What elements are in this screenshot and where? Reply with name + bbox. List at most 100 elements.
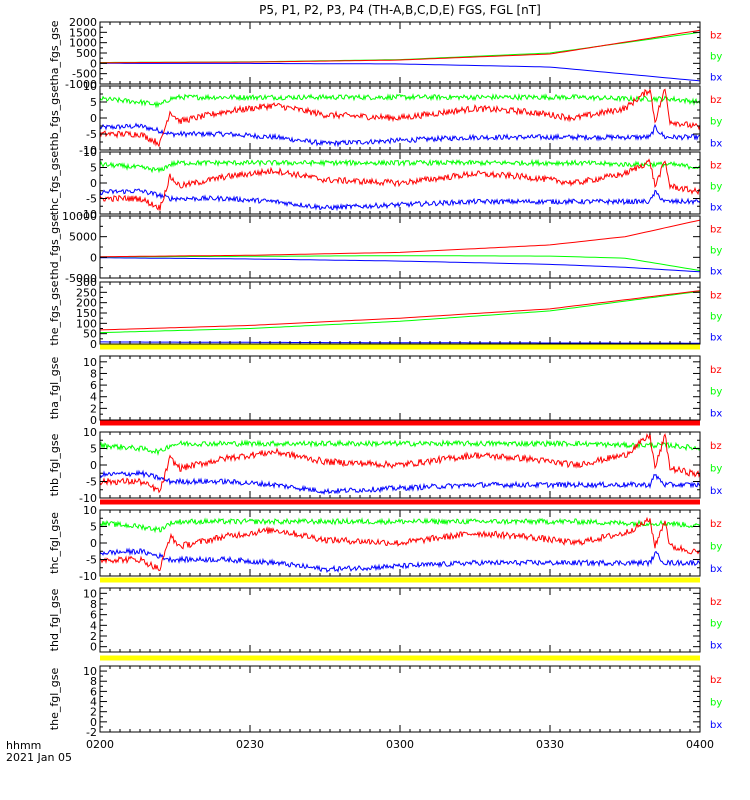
y-tick-label: 100 bbox=[76, 317, 97, 330]
legend-bz: bz bbox=[710, 519, 722, 530]
y-tick-label: -5 bbox=[86, 554, 97, 567]
series-line-by bbox=[99, 517, 701, 534]
series-line-bx bbox=[99, 122, 701, 148]
legend-by: by bbox=[710, 311, 722, 322]
y-tick-label: 5000 bbox=[69, 231, 97, 244]
y-axis-label: thb_fgl_gse bbox=[48, 433, 61, 496]
legend-by: by bbox=[710, 245, 722, 256]
legend-by: by bbox=[710, 181, 722, 192]
series-line-by bbox=[100, 255, 701, 272]
legend-bz: bz bbox=[710, 441, 722, 452]
y-tick-label: 10 bbox=[83, 426, 97, 439]
series-line-bz bbox=[99, 158, 701, 211]
y-tick-label: -1000 bbox=[65, 78, 97, 91]
series-line-by bbox=[99, 158, 701, 174]
legend-by: by bbox=[710, 117, 722, 128]
series-line-bx bbox=[99, 188, 701, 212]
series-line-bx bbox=[99, 547, 701, 574]
y-tick-label: -10 bbox=[79, 144, 97, 157]
panel-thb_fgl_gse: -10 -5 0 5 10 thb_fgl_gse bz by bx bbox=[48, 426, 722, 505]
legend-bz: bz bbox=[710, 30, 722, 41]
y-tick-label: 8 bbox=[90, 675, 97, 688]
panel-frame bbox=[99, 587, 701, 653]
y-tick-label: -10 bbox=[79, 570, 97, 583]
y-tick-label: 300 bbox=[76, 276, 97, 289]
y-tick-label: -500 bbox=[72, 68, 97, 81]
y-tick-label: 10 bbox=[83, 587, 97, 600]
y-tick-label: 4 bbox=[90, 696, 97, 709]
series-line-by bbox=[99, 290, 701, 334]
y-tick-label: 5 bbox=[90, 521, 97, 534]
panel-thc_fgl_gse: -10 -5 0 5 10 thc_fgl_gse bz by bx bbox=[48, 504, 722, 583]
y-tick-label: 2 bbox=[90, 630, 97, 643]
series-line-by bbox=[100, 31, 701, 63]
legend-bz: bz bbox=[710, 160, 722, 171]
y-tick-label: 50 bbox=[83, 328, 97, 341]
y-tick-label: -10 bbox=[79, 492, 97, 505]
legend-by: by bbox=[710, 387, 722, 398]
plot-title: P5, P1, P2, P3, P4 (TH-A,B,C,D,E) FGS, F… bbox=[259, 3, 541, 17]
y-axis-label: thc_fgs_gse bbox=[48, 151, 61, 216]
y-axis-label: the_fgl_gse bbox=[48, 668, 61, 731]
y-tick-label: -2 bbox=[86, 726, 97, 739]
series-line-bz bbox=[99, 516, 701, 572]
y-axis-label: the_fgs_gse bbox=[48, 280, 61, 345]
y-tick-label: 1000 bbox=[69, 37, 97, 50]
y-tick-label: 8 bbox=[90, 367, 97, 380]
panel-frame bbox=[99, 281, 701, 345]
y-tick-label: 5 bbox=[90, 96, 97, 109]
y-axis-label: tha_fgl_gse bbox=[48, 357, 61, 420]
series-line-bx bbox=[99, 257, 701, 273]
y-tick-label: 10 bbox=[83, 80, 97, 93]
y-tick-label: -5000 bbox=[65, 272, 97, 285]
series-line-bx bbox=[100, 62, 701, 82]
panel-frame bbox=[99, 215, 701, 279]
y-tick-label: 8 bbox=[90, 598, 97, 611]
legend-by: by bbox=[710, 51, 722, 62]
y-tick-label: 0 bbox=[90, 177, 97, 190]
panel-frame bbox=[99, 21, 701, 85]
x-tick-label: 0230 bbox=[236, 738, 264, 751]
y-tick-label: 0 bbox=[90, 459, 97, 472]
y-axis-label: thd_fgl_gse bbox=[48, 588, 61, 651]
y-tick-label: 4 bbox=[90, 391, 97, 404]
y-tick-label: 0 bbox=[90, 338, 97, 351]
no-data-bar bbox=[100, 577, 700, 583]
y-tick-label: 5 bbox=[90, 443, 97, 456]
legend-bz: bz bbox=[710, 95, 722, 106]
series-line-bz bbox=[100, 219, 701, 258]
time-axis-label: hhmm bbox=[6, 739, 41, 752]
y-tick-label: 0 bbox=[90, 112, 97, 125]
y-tick-label: 0 bbox=[90, 57, 97, 70]
y-tick-label: -5 bbox=[86, 128, 97, 141]
y-tick-label: 10 bbox=[83, 504, 97, 517]
y-tick-label: 2 bbox=[90, 402, 97, 415]
y-tick-label: 5 bbox=[90, 162, 97, 175]
y-tick-label: 6 bbox=[90, 685, 97, 698]
x-tick-label: 0200 bbox=[86, 738, 114, 751]
y-axis-label: thb_fgs_gse bbox=[48, 85, 61, 151]
legend-bx: bx bbox=[710, 720, 722, 731]
series-line-bx bbox=[99, 469, 701, 495]
y-tick-label: 6 bbox=[90, 609, 97, 622]
date-label: 2021 Jan 05 bbox=[6, 751, 72, 764]
y-tick-label: 150 bbox=[76, 307, 97, 320]
legend-bx: bx bbox=[710, 564, 722, 575]
series-line-by bbox=[99, 92, 701, 109]
legend-bx: bx bbox=[710, 203, 722, 214]
y-tick-label: 1500 bbox=[69, 26, 97, 39]
legend-bz: bz bbox=[710, 675, 722, 686]
panel-thc_fgs_gse: -10 -5 0 5 10 thc_fgs_gse bz by bx bbox=[48, 146, 722, 221]
x-tick-label: 0400 bbox=[686, 738, 714, 751]
y-tick-label: 2 bbox=[90, 706, 97, 719]
panel-frame bbox=[99, 355, 701, 421]
legend-bz: bz bbox=[710, 365, 722, 376]
legend-by: by bbox=[710, 464, 722, 475]
y-axis-label: thd_fgs_gse bbox=[48, 214, 61, 280]
y-tick-label: -10 bbox=[79, 208, 97, 221]
